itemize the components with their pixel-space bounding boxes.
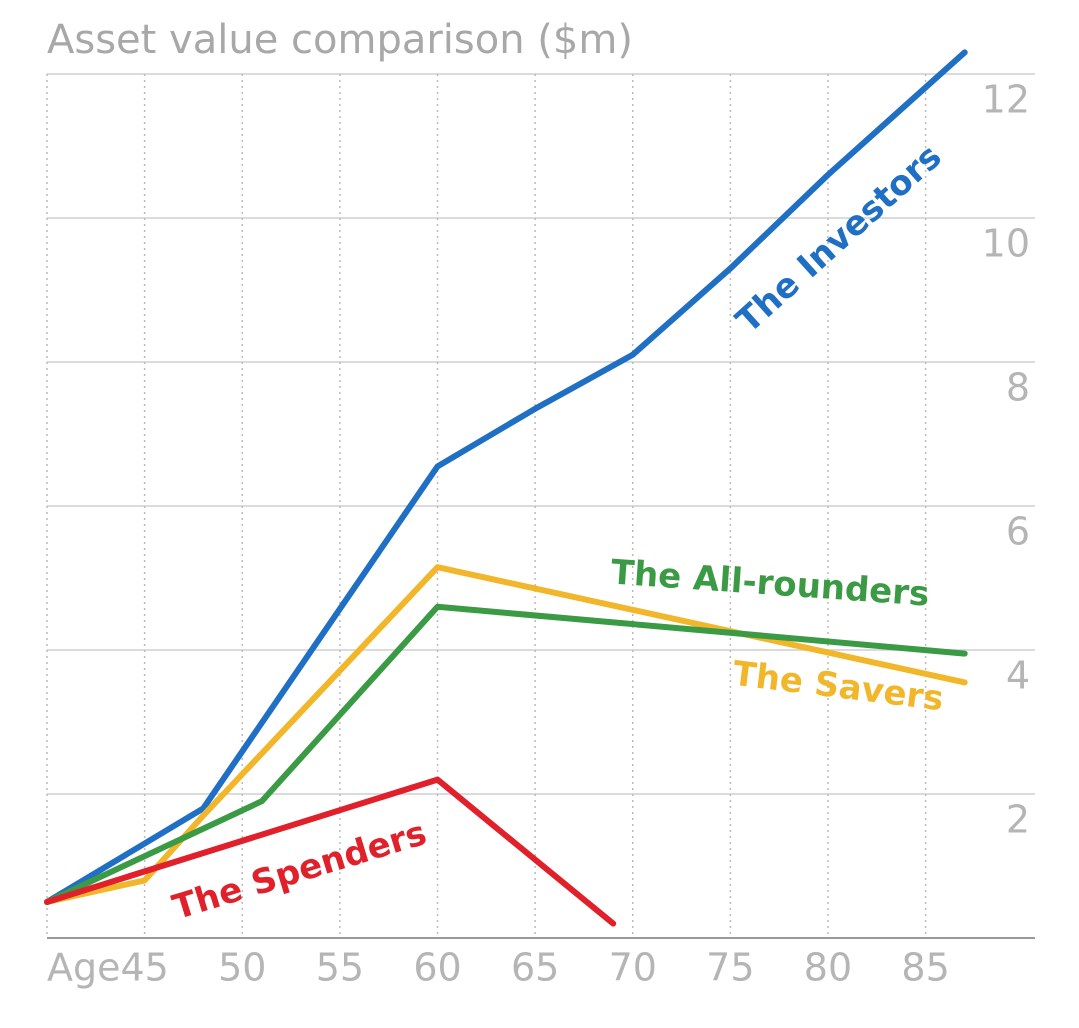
y-tick-label: 6 [1006,510,1030,554]
x-tick-label: 70 [609,946,657,990]
series-label: The All-rounders [610,552,931,614]
line-series [44,49,968,905]
x-tick-label: 65 [511,946,559,990]
chart-title: Asset value comparison ($m) [47,17,633,63]
series-label: The Savers [731,654,946,720]
x-tick-label: 60 [413,946,461,990]
x-tick-label: 55 [316,946,364,990]
y-tick-label: 10 [982,222,1030,266]
y-tick-label: 8 [1006,366,1030,410]
x-tick-label: 75 [706,946,754,990]
x-tick-label: 85 [901,946,949,990]
y-tick-label: 2 [1006,798,1030,842]
x-tick-label: 50 [218,946,266,990]
x-axis-label: Age [47,946,121,990]
line-series [44,564,968,905]
x-tick-label: 45 [120,946,168,990]
y-tick-label: 4 [1006,654,1030,698]
line-series [44,776,617,927]
series-label: The Spenders [168,813,431,928]
line-series [44,603,968,905]
y-tick-label: 12 [982,78,1030,122]
x-tick-label: 80 [804,946,852,990]
